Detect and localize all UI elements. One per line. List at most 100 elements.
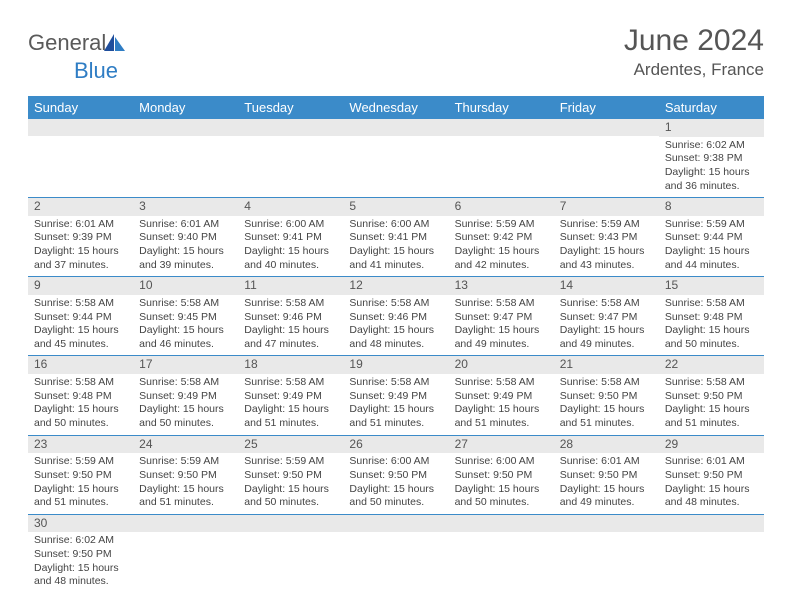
day-number: 29 [659, 436, 764, 454]
calendar-cell [343, 514, 448, 593]
sunrise-text: Sunrise: 5:59 AM [139, 455, 232, 469]
sunrise-text: Sunrise: 5:58 AM [665, 297, 758, 311]
location-label: Ardentes, France [624, 60, 764, 80]
sunset-text: Sunset: 9:42 PM [455, 231, 548, 245]
dl2-text: and 50 minutes. [139, 417, 232, 431]
sunset-text: Sunset: 9:43 PM [560, 231, 653, 245]
dl1-text: Daylight: 15 hours [349, 245, 442, 259]
dl1-text: Daylight: 15 hours [244, 403, 337, 417]
calendar-cell: 10Sunrise: 5:58 AMSunset: 9:45 PMDayligh… [133, 277, 238, 356]
day-number: 15 [659, 277, 764, 295]
dl1-text: Daylight: 15 hours [665, 403, 758, 417]
day-number: 23 [28, 436, 133, 454]
brand-text: GeneralBlue [28, 30, 128, 84]
day-details: Sunrise: 5:58 AMSunset: 9:49 PMDaylight:… [343, 374, 448, 435]
sunset-text: Sunset: 9:44 PM [34, 311, 127, 325]
sunset-text: Sunset: 9:48 PM [665, 311, 758, 325]
day-number: 20 [449, 356, 554, 374]
header: GeneralBlue June 2024 Ardentes, France [28, 24, 764, 84]
day-number: 18 [238, 356, 343, 374]
sunset-text: Sunset: 9:49 PM [244, 390, 337, 404]
sunrise-text: Sunrise: 5:58 AM [349, 376, 442, 390]
day-number: 16 [28, 356, 133, 374]
sunrise-text: Sunrise: 6:00 AM [349, 218, 442, 232]
calendar-cell: 8Sunrise: 5:59 AMSunset: 9:44 PMDaylight… [659, 198, 764, 277]
calendar-cell: 18 Sunrise: 5:58 AMSunset: 9:49 PMDayligh… [238, 356, 343, 435]
day-number [659, 515, 764, 532]
calendar-cell: 3Sunrise: 6:01 AMSunset: 9:40 PMDaylight… [133, 198, 238, 277]
day-details: Sunrise: 5:58 AMSunset: 9:48 PMDaylight:… [659, 295, 764, 356]
calendar-cell [554, 119, 659, 198]
dl1-text: Daylight: 15 hours [560, 324, 653, 338]
day-details: Sunrise: 6:01 AMSunset: 9:39 PMDaylight:… [28, 216, 133, 277]
sunset-text: Sunset: 9:46 PM [349, 311, 442, 325]
day-number: 11 [238, 277, 343, 295]
day-details [554, 532, 659, 586]
sunset-text: Sunset: 9:50 PM [560, 390, 653, 404]
sunrise-text: Sunrise: 5:58 AM [139, 297, 232, 311]
dl2-text: and 48 minutes. [665, 496, 758, 510]
sunrise-text: Sunrise: 5:59 AM [244, 455, 337, 469]
dl2-text: and 49 minutes. [455, 338, 548, 352]
sunrise-text: Sunrise: 6:00 AM [244, 218, 337, 232]
day-details: Sunrise: 5:58 AMSunset: 9:50 PMDaylight:… [659, 374, 764, 435]
dl1-text: Daylight: 15 hours [560, 245, 653, 259]
title-block: June 2024 Ardentes, France [624, 24, 764, 80]
day-number: 8 [659, 198, 764, 216]
day-number: 12 [343, 277, 448, 295]
day-details: Sunrise: 5:59 AMSunset: 9:50 PMDaylight:… [133, 453, 238, 514]
dl1-text: Daylight: 15 hours [139, 403, 232, 417]
calendar-row: 16Sunrise: 5:58 AMSunset: 9:48 PMDayligh… [28, 356, 764, 435]
sunrise-text: Sunrise: 5:58 AM [455, 297, 548, 311]
sunrise-text: Sunrise: 5:58 AM [244, 376, 337, 390]
day-details: Sunrise: 5:58 AMSunset: 9:46 PMDaylight:… [343, 295, 448, 356]
day-details: Sunrise: 5:58 AMSunset: 9:45 PMDaylight:… [133, 295, 238, 356]
dl1-text: Daylight: 15 hours [349, 483, 442, 497]
sunrise-text: Sunrise: 5:58 AM [560, 297, 653, 311]
weekday-header-row: Sunday Monday Tuesday Wednesday Thursday… [28, 96, 764, 119]
dl2-text: and 48 minutes. [349, 338, 442, 352]
dl2-text: and 44 minutes. [665, 259, 758, 273]
day-details: Sunrise: 6:00 AMSunset: 9:41 PMDaylight:… [343, 216, 448, 277]
sunset-text: Sunset: 9:45 PM [139, 311, 232, 325]
dl1-text: Daylight: 15 hours [455, 245, 548, 259]
calendar-cell [343, 119, 448, 198]
day-details [28, 136, 133, 190]
calendar-cell: 28Sunrise: 6:01 AMSunset: 9:50 PMDayligh… [554, 435, 659, 514]
day-number: 26 [343, 436, 448, 454]
dl1-text: Daylight: 15 hours [665, 483, 758, 497]
sunset-text: Sunset: 9:48 PM [34, 390, 127, 404]
dl2-text: and 45 minutes. [34, 338, 127, 352]
dl1-text: Daylight: 15 hours [560, 403, 653, 417]
dl1-text: Daylight: 15 hours [139, 245, 232, 259]
sunrise-text: Sunrise: 6:01 AM [139, 218, 232, 232]
dl1-text: Daylight: 15 hours [34, 245, 127, 259]
calendar-cell [554, 514, 659, 593]
day-details: Sunrise: 5:58 AMSunset: 9:44 PMDaylight:… [28, 295, 133, 356]
dl1-text: Daylight: 15 hours [665, 245, 758, 259]
sunrise-text: Sunrise: 5:59 AM [455, 218, 548, 232]
dl2-text: and 49 minutes. [560, 496, 653, 510]
day-number: 3 [133, 198, 238, 216]
dl2-text: and 36 minutes. [665, 180, 758, 194]
day-number [133, 119, 238, 136]
calendar-cell [28, 119, 133, 198]
dl2-text: and 40 minutes. [244, 259, 337, 273]
calendar-cell: 17Sunrise: 5:58 AMSunset: 9:49 PMDayligh… [133, 356, 238, 435]
calendar-cell: 19Sunrise: 5:58 AMSunset: 9:49 PMDayligh… [343, 356, 448, 435]
dl2-text: and 50 minutes. [34, 417, 127, 431]
sunrise-text: Sunrise: 6:01 AM [34, 218, 127, 232]
sunset-text: Sunset: 9:49 PM [139, 390, 232, 404]
dl1-text: Daylight: 15 hours [34, 324, 127, 338]
day-number [238, 119, 343, 136]
dl1-text: Daylight: 15 hours [34, 403, 127, 417]
dl2-text: and 51 minutes. [139, 496, 232, 510]
day-details: Sunrise: 6:01 AMSunset: 9:50 PMDaylight:… [659, 453, 764, 514]
calendar-cell: 25Sunrise: 5:59 AMSunset: 9:50 PMDayligh… [238, 435, 343, 514]
sunset-text: Sunset: 9:41 PM [244, 231, 337, 245]
dl2-text: and 51 minutes. [34, 496, 127, 510]
day-number: 9 [28, 277, 133, 295]
dl1-text: Daylight: 15 hours [665, 324, 758, 338]
calendar-row: 1Sunrise: 6:02 AMSunset: 9:38 PMDaylight… [28, 119, 764, 198]
day-details: Sunrise: 6:00 AMSunset: 9:50 PMDaylight:… [343, 453, 448, 514]
